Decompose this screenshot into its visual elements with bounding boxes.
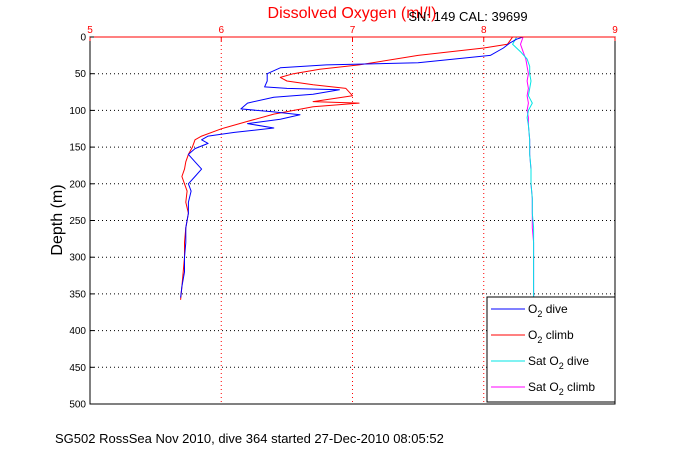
footer-caption: SG502 RossSea Nov 2010, dive 364 started…: [55, 431, 444, 446]
legend-label-o2-climb: O2 climb: [528, 328, 574, 345]
y-tick-label: 300: [69, 253, 86, 264]
y-axis-label: Depth (m): [49, 184, 66, 255]
y-tick-label: 200: [69, 179, 86, 190]
legend-label-o2-dive: O2 dive: [528, 302, 568, 319]
legend-label-sat-o2-climb: Sat O2 climb: [528, 380, 595, 397]
y-tick-label: 50: [75, 69, 87, 80]
serial-calibration-label: SN: 149 CAL: 39699: [408, 9, 527, 24]
series-line-sat-o2-dive: [512, 36, 535, 298]
x-tick-label: 6: [218, 25, 224, 36]
y-tick-label: 250: [69, 216, 86, 227]
y-tick-label: 100: [69, 106, 86, 117]
y-tick-label: 500: [69, 400, 86, 411]
legend-box: [486, 296, 616, 403]
series-line-o2-dive: [180, 36, 524, 298]
legend: O2 dive O2 climb Sat O2 dive Sat O2 climb: [486, 296, 616, 403]
x-tick-label: 9: [612, 25, 618, 36]
y-tick-label: 450: [69, 363, 86, 374]
y-tick-label: 400: [69, 326, 86, 337]
x-tick-label: 8: [481, 25, 487, 36]
chart-title: Dissolved Oxygen (ml/l): [268, 5, 437, 22]
y-tick-label: 0: [80, 33, 86, 44]
series-lines: [180, 36, 535, 300]
x-tick-label: 7: [350, 25, 356, 36]
y-tick-label: 150: [69, 143, 86, 154]
y-tick-label: 350: [69, 289, 86, 300]
legend-label-sat-o2-dive: Sat O2 dive: [528, 354, 589, 371]
axis-ticks: 5 6 7 8 9 0 50 100 150 200 250 300 350 400 450 500: [69, 25, 618, 411]
x-tick-label: 5: [87, 25, 93, 36]
